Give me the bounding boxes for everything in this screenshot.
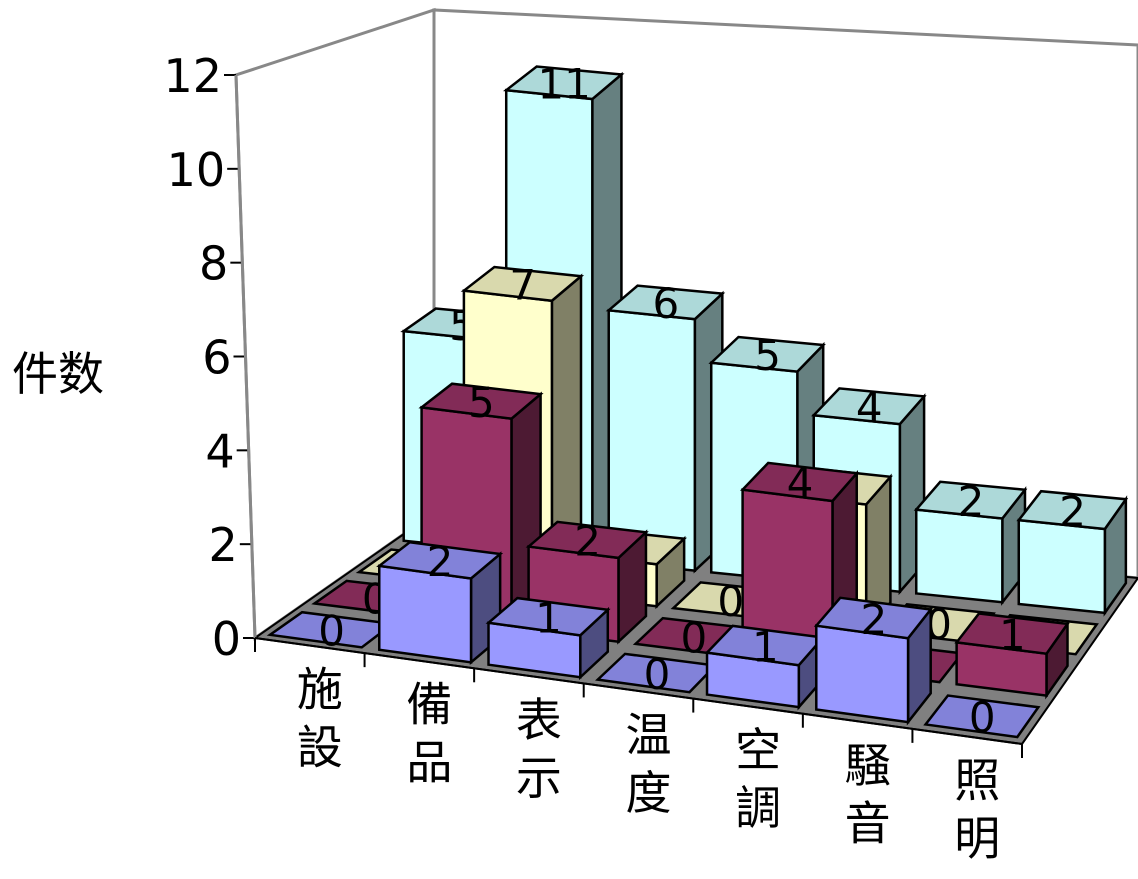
data-label: 0 [680,613,707,662]
data-label: 0 [318,607,345,656]
y-tick-label: 8 [199,237,228,291]
x-tick-label: 空調 [735,723,781,835]
data-label: 7 [509,261,536,310]
y-tick-label: 2 [209,518,238,572]
x-tick-label: 照明 [954,753,1000,865]
x-tick-label: 施設 [297,663,343,775]
data-label: 1 [999,610,1026,659]
x-tick-label: 表示 [516,693,562,805]
y-tick-label: 10 [167,143,226,197]
data-label: 2 [860,595,887,644]
x-tick-label: 備品 [406,678,452,790]
data-label: 5 [468,378,495,427]
bar [954,612,1070,700]
bar [813,596,934,726]
data-label: 2 [574,517,601,566]
data-label: 5 [754,331,781,380]
y-tick-label: 4 [205,424,234,478]
bar [1016,489,1129,617]
y-axis-label: 件数 [12,347,104,401]
x-tick-label: 騒音 [845,738,891,850]
y-tick-label: 6 [202,331,231,385]
data-label: 0 [969,693,996,742]
data-label: 4 [787,459,814,508]
x-tick-label: 温度 [626,708,672,820]
data-label: 6 [652,279,679,328]
data-label: 2 [958,477,985,526]
bar [704,624,826,711]
data-label: 0 [644,650,671,699]
y-tick-label: 0 [212,612,241,666]
data-label: 1 [535,593,562,642]
data-label: 0 [717,577,744,626]
bar [913,480,1028,606]
data-label: 4 [856,383,883,432]
data-label: 2 [427,537,454,586]
data-label: 2 [1059,487,1086,536]
data-label: 11 [537,60,590,109]
y-tick-label: 12 [163,49,222,103]
bar [923,694,1041,739]
data-label: 1 [752,622,779,671]
bar [485,596,611,681]
